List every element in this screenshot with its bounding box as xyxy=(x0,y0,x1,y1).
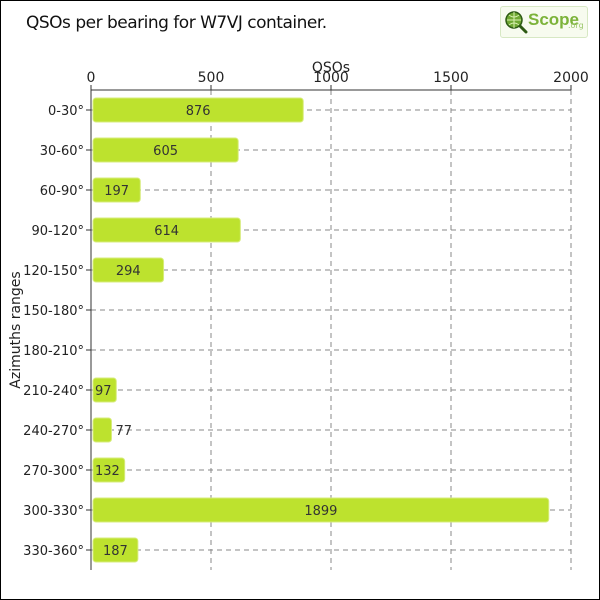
bar-value-label: 97 xyxy=(95,384,112,399)
category-label: 120-150° xyxy=(23,264,84,279)
x-tick-label: 1500 xyxy=(433,70,469,86)
category-label: 240-270° xyxy=(23,424,84,439)
bar xyxy=(92,177,141,203)
bar xyxy=(92,457,126,483)
category-label: 0-30° xyxy=(48,104,84,119)
category-label: 300-330° xyxy=(23,504,84,519)
category-label: 330-360° xyxy=(23,544,84,559)
chart-title: QSOs per bearing for W7VJ container. xyxy=(26,13,327,33)
bar xyxy=(92,137,239,163)
qscope-logo: Scope .org xyxy=(500,6,588,38)
bar xyxy=(92,497,550,523)
x-tick-label: 2000 xyxy=(553,70,589,86)
x-tick-label: 0 xyxy=(87,70,96,86)
category-label: 30-60° xyxy=(40,144,84,159)
logo-text: Scope xyxy=(528,10,580,29)
category-label: 270-300° xyxy=(23,464,84,479)
bar-value-label: 614 xyxy=(154,224,179,239)
bar xyxy=(92,537,139,563)
bar-value-label: 132 xyxy=(95,464,120,479)
bar xyxy=(92,417,112,443)
bar-value-label: 294 xyxy=(116,264,141,279)
bar xyxy=(92,97,304,123)
logo-suffix: .org xyxy=(568,21,584,30)
bar-value-label: 876 xyxy=(186,104,211,119)
category-label: 90-120° xyxy=(31,224,84,239)
bar xyxy=(92,257,165,283)
y-axis-label: Azimuths ranges xyxy=(8,271,24,388)
x-tick-label: 1000 xyxy=(313,70,349,86)
bar-value-label: 197 xyxy=(104,184,129,199)
axis-layer: 0 500 1000 1500 2000 0-30° 30-60° 60-90° 90-120°… xyxy=(23,70,589,570)
category-label: 150-180° xyxy=(23,304,84,319)
bar-value-label: 77 xyxy=(115,424,132,439)
grid-layer xyxy=(91,90,572,570)
category-label: 210-240° xyxy=(23,384,84,399)
bar-value-label: 605 xyxy=(153,144,178,159)
magnifier-globe-icon xyxy=(505,11,528,34)
bar-layer: 876 605 197 614 294 97 77 132 1899 187 xyxy=(92,97,550,563)
bar-value-label: 1899 xyxy=(304,504,337,519)
category-label: 180-210° xyxy=(23,344,84,359)
x-axis-label: QSOs xyxy=(312,60,350,76)
bar xyxy=(92,377,117,403)
x-tick-label: 500 xyxy=(198,70,225,86)
category-label: 60-90° xyxy=(40,184,84,199)
bar-value-label: 187 xyxy=(103,544,128,559)
bar xyxy=(92,217,241,243)
